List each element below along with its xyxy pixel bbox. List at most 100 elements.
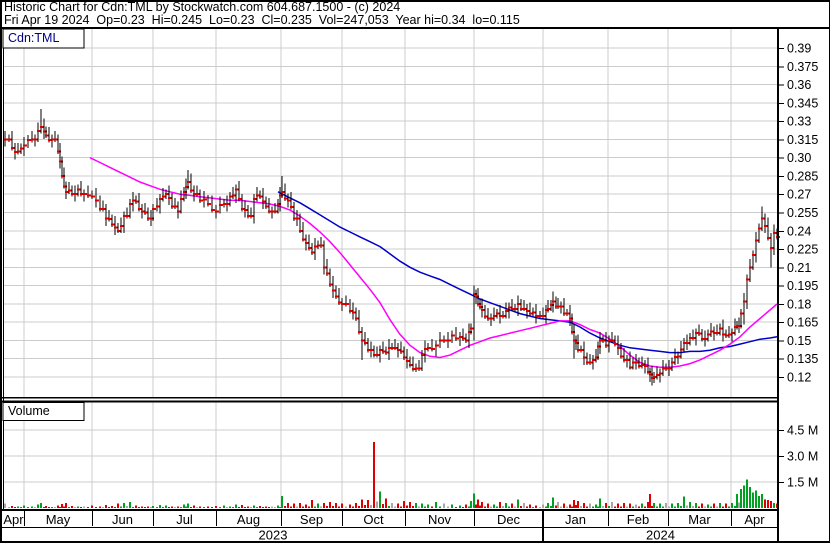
close-tick — [65, 190, 69, 193]
ohlc-bar — [284, 183, 286, 201]
close-tick — [443, 339, 447, 342]
volume-bar — [91, 505, 93, 508]
close-tick — [31, 138, 35, 141]
ohlc-bar — [238, 180, 240, 202]
close-tick — [602, 339, 606, 342]
ohlc-bar — [57, 134, 59, 155]
volume-bar — [477, 499, 479, 508]
volume-bar — [555, 505, 557, 508]
volume-bar — [54, 506, 56, 508]
volume-axis-label: 3.0 M — [787, 450, 818, 464]
close-tick — [168, 196, 172, 199]
ohlc-bar — [367, 338, 369, 353]
close-tick — [710, 330, 714, 333]
ohlc-bar — [364, 331, 366, 346]
ohlc-bar — [611, 331, 613, 343]
volume-bar — [156, 506, 158, 508]
volume-bar — [713, 503, 715, 508]
ohlc-bar — [247, 205, 249, 219]
volume-bar — [719, 502, 721, 508]
close-tick — [150, 217, 154, 220]
volume-bar — [152, 505, 154, 508]
volume-bar — [299, 502, 301, 508]
ohlc-bar — [293, 202, 295, 222]
volume-bar — [284, 505, 286, 508]
close-tick — [755, 239, 759, 242]
volume-bar — [180, 506, 182, 508]
volume-bar — [332, 505, 334, 508]
volume-bar — [302, 506, 304, 508]
close-tick — [484, 315, 488, 318]
volume-bar — [17, 506, 19, 508]
volume-bar — [235, 504, 237, 508]
volume-bar — [508, 506, 510, 508]
ohlc-bar — [232, 186, 234, 200]
volume-bar — [165, 505, 167, 508]
ohlc-bar — [274, 202, 276, 214]
close-tick — [470, 327, 474, 330]
volume-bar — [385, 498, 387, 508]
close-tick — [683, 341, 687, 344]
ohlc-bar — [535, 303, 537, 324]
volume-bar — [320, 506, 322, 508]
ohlc-bar — [394, 339, 396, 351]
close-tick — [424, 347, 428, 350]
ohlc-bar — [290, 191, 292, 210]
volume-bar — [731, 502, 733, 508]
symbol-label-box — [2, 28, 85, 49]
close-tick — [80, 193, 84, 196]
volume-bar — [247, 506, 249, 508]
ohlc-bar — [279, 186, 281, 212]
price-axis-label: 0.21 — [787, 261, 811, 275]
volume-axis-label: 4.5 M — [787, 424, 818, 438]
volume-bar — [716, 506, 718, 508]
ohlc-bar — [259, 190, 261, 200]
ohlc-bar — [71, 185, 73, 197]
ohlc-bar — [65, 181, 67, 200]
close-tick — [199, 199, 203, 202]
volume-bar — [68, 506, 70, 508]
close-tick — [761, 217, 765, 220]
close-tick — [226, 202, 230, 205]
ohlc-bar — [117, 222, 119, 234]
close-tick — [517, 302, 521, 305]
volume-bar — [382, 504, 384, 508]
close-tick — [43, 130, 47, 133]
volume-bar — [523, 502, 525, 508]
close-tick — [620, 355, 624, 358]
close-tick — [566, 312, 570, 315]
ohlc-bar — [135, 195, 137, 204]
close-tick — [465, 339, 469, 342]
volume-bar — [250, 506, 252, 508]
volume-bar — [695, 502, 697, 508]
volume-bar — [391, 502, 393, 508]
volume-bar — [23, 505, 25, 508]
close-tick — [447, 339, 451, 342]
ohlc-bar — [608, 335, 610, 353]
ohlc-bar — [43, 118, 45, 139]
close-tick — [575, 341, 579, 344]
close-tick — [412, 368, 416, 371]
close-tick — [571, 330, 575, 333]
volume-bar — [45, 505, 47, 508]
close-tick — [649, 373, 653, 376]
ohlc-bar — [542, 307, 544, 319]
volume-bar — [632, 506, 634, 508]
month-label: Nov — [428, 512, 452, 527]
volume-bar — [61, 504, 63, 508]
close-tick — [580, 349, 584, 352]
ohlc-bar — [59, 143, 61, 169]
ohlc-bar — [698, 324, 700, 337]
volume-bar — [271, 506, 273, 508]
volume-bar — [87, 506, 89, 508]
volume-bar — [305, 504, 307, 508]
close-tick — [14, 151, 18, 154]
volume-bar — [105, 504, 107, 508]
volume-bar — [532, 506, 534, 508]
volume-bar — [241, 504, 243, 508]
close-tick — [749, 266, 753, 269]
close-tick — [279, 194, 283, 197]
volume-bar — [162, 506, 164, 508]
volume-bar — [388, 505, 390, 508]
close-tick — [293, 217, 297, 220]
